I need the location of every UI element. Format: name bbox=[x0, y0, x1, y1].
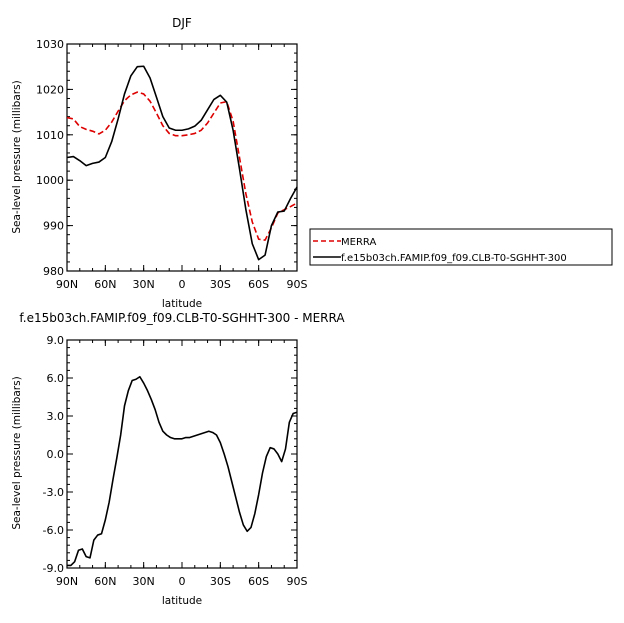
top-plot-frame bbox=[66, 43, 298, 272]
bottom-x-tick-label: 30N bbox=[133, 575, 155, 588]
top-y-axis-label: Sea-level pressure (millibars) bbox=[11, 80, 23, 233]
top-x-tick-label: 60N bbox=[94, 278, 116, 291]
bottom-y-tick-label: 0.0 bbox=[47, 448, 65, 461]
bottom-x-tick-label: 90S bbox=[287, 575, 308, 588]
bottom-x-tick-label: 0 bbox=[179, 575, 186, 588]
top-plot-area: 90N 60N 30N 0 30S 60S 90S 980 990 1000 1010 1020 103… bbox=[36, 38, 308, 291]
bottom-y-tick-label: 3.0 bbox=[47, 410, 65, 423]
bottom-chart-title: f.e15b03ch.FAMIP.f09_f09.CLB-T0-SGHHT-30… bbox=[19, 311, 345, 325]
legend-label-merra: MERRA bbox=[341, 237, 376, 248]
legend-label-model: f.e15b03ch.FAMIP.f09_f09.CLB-T0-SGHHT-30… bbox=[341, 253, 567, 264]
bottom-x-axis-label: latitude bbox=[162, 595, 202, 607]
top-y-tick-label: 1030 bbox=[36, 38, 64, 51]
top-y-tick-label: 980 bbox=[43, 265, 64, 278]
legend-box bbox=[309, 228, 613, 266]
top-x-tick-label: 30N bbox=[133, 278, 155, 291]
top-series-line-1 bbox=[66, 65, 298, 261]
bottom-x-tick-label: 30S bbox=[210, 575, 231, 588]
bottom-series-line-0 bbox=[67, 375, 298, 567]
bottom-y-tick-label: -3.0 bbox=[43, 486, 64, 499]
top-x-tick-label: 30S bbox=[210, 278, 231, 291]
top-chart-title: DJF bbox=[172, 16, 192, 30]
bottom-plot-area: 90N 60N 30N 0 30S 60S 90S -9.0 -6.0 -3.0 0.0 3.0 6.0… bbox=[43, 334, 308, 588]
top-series-line-0 bbox=[66, 91, 298, 241]
legend: MERRA f.e15b03ch.FAMIP.f09_f09.CLB-T0-SG… bbox=[309, 228, 613, 266]
bottom-y-tick-label: 6.0 bbox=[47, 372, 65, 385]
top-y-tick-label: 990 bbox=[43, 220, 64, 233]
bottom-y-axis-label: Sea-level pressure (millibars) bbox=[11, 376, 23, 529]
top-x-tick-label: 60S bbox=[248, 278, 269, 291]
top-x-tick-label: 0 bbox=[179, 278, 186, 291]
bottom-x-tick-label: 60S bbox=[248, 575, 269, 588]
top-x-tick-label: 90S bbox=[287, 278, 308, 291]
top-panel: DJF 90N 60N 30N 0 30S 60S 90S 980 990 1000 1010 102… bbox=[11, 16, 308, 310]
top-y-tick-label: 1010 bbox=[36, 129, 64, 142]
bottom-y-tick-label: -6.0 bbox=[43, 524, 64, 537]
top-y-tick-label: 1000 bbox=[36, 174, 64, 187]
top-x-tick-label: 90N bbox=[56, 278, 78, 291]
bottom-x-tick-label: 90N bbox=[56, 575, 78, 588]
top-y-tick-label: 1020 bbox=[36, 83, 64, 96]
bottom-panel: f.e15b03ch.FAMIP.f09_f09.CLB-T0-SGHHT-30… bbox=[11, 311, 345, 607]
top-x-axis-label: latitude bbox=[162, 298, 202, 310]
bottom-y-tick-label: 9.0 bbox=[47, 334, 65, 347]
bottom-x-tick-label: 60N bbox=[94, 575, 116, 588]
bottom-y-tick-label: -9.0 bbox=[43, 562, 64, 575]
